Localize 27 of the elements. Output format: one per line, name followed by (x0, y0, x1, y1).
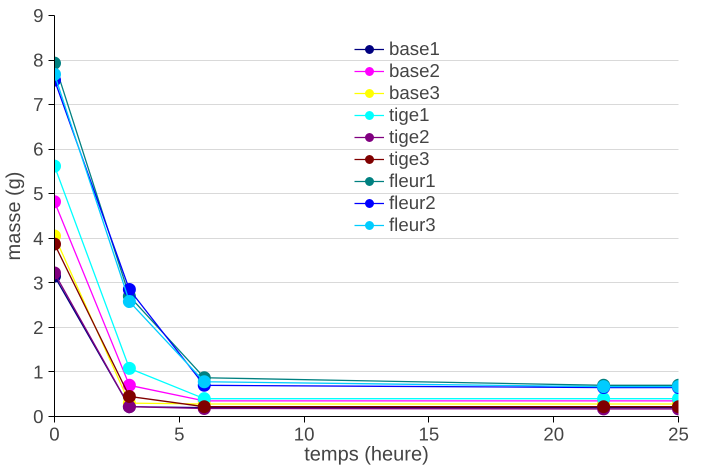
legend-label: tige2 (389, 126, 430, 148)
y-tick-label: 0 (33, 406, 44, 427)
y-tick-label: 7 (33, 94, 44, 116)
y-tick-label: 3 (33, 272, 44, 294)
legend-label: tige1 (389, 104, 430, 126)
legend-label: base1 (389, 38, 440, 60)
y-tick-label: 2 (33, 316, 44, 338)
x-axis-title: temps (heure) (304, 444, 429, 466)
x-tick-label: 5 (174, 424, 185, 444)
x-tick-label: 25 (668, 424, 689, 444)
y-tick-label: 5 (33, 183, 44, 204)
x-tick-label: 0 (49, 424, 60, 444)
x-tick-label: 10 (294, 424, 314, 444)
y-tick-label: 1 (33, 361, 44, 382)
y-axis-title: masse (g) (3, 172, 26, 260)
legend-label: tige3 (389, 148, 430, 170)
x-tick-label: 20 (543, 424, 564, 444)
legend-label: fleur1 (389, 170, 436, 192)
y-tick-label: 6 (33, 138, 44, 160)
legend-label: base2 (389, 60, 440, 82)
y-tick-label: 8 (33, 50, 44, 71)
legend-label: fleur2 (389, 192, 436, 214)
legend-label: base3 (389, 82, 440, 104)
legend-label: fleur3 (389, 214, 436, 236)
y-tick-label: 9 (33, 5, 44, 26)
y-tick-label: 4 (33, 228, 44, 249)
x-tick-label: 15 (418, 424, 440, 444)
